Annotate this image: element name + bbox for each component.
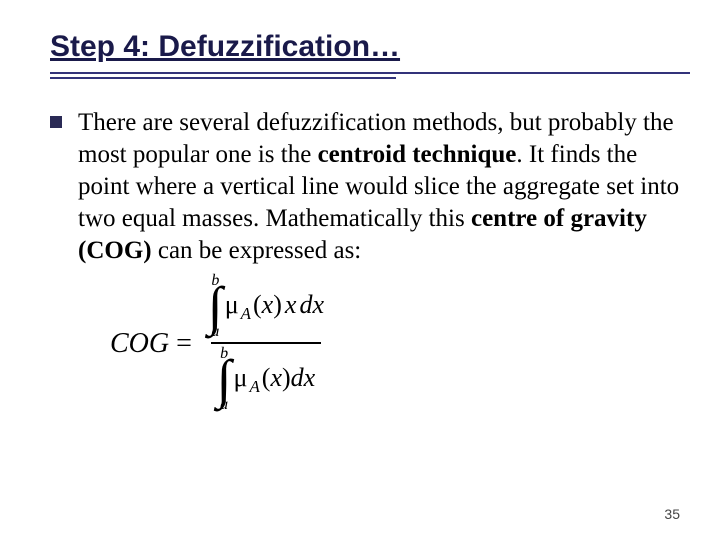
denominator-integral: b ∫ a μA(x)dx	[217, 346, 316, 413]
cog-formula: COG = b ∫ a μA(x)xdx	[110, 273, 690, 415]
rule-top	[50, 72, 690, 74]
rule-bottom	[50, 77, 396, 79]
sub-den: A	[247, 377, 261, 396]
lhs-text: COG	[110, 328, 169, 359]
x-num: x	[262, 290, 274, 319]
slide-title: Step 4: Defuzzification…	[50, 30, 690, 64]
lower-limit-num: a	[211, 324, 219, 340]
mu-num: μ	[225, 290, 239, 319]
dx-den: dx	[291, 363, 316, 392]
bold-term: centroid technique	[318, 141, 517, 168]
body-paragraph: There are several defuzzification method…	[78, 107, 690, 267]
page-number: 35	[664, 506, 680, 522]
slide-container: Step 4: Defuzzification… There are sever…	[0, 0, 720, 540]
numerator: b ∫ a μA(x)xdx	[202, 273, 330, 342]
numerator-integral: b ∫ a μA(x)xdx	[208, 273, 324, 340]
mu-den: μ	[233, 363, 247, 392]
fraction: b ∫ a μA(x)xdx b ∫ a	[202, 273, 330, 415]
title-rule	[50, 72, 690, 79]
integral-col: b ∫ a	[208, 273, 223, 340]
integral-col-den: b ∫ a	[217, 346, 232, 413]
equals-sign: =	[176, 328, 192, 359]
integral-icon: ∫	[208, 289, 223, 324]
sub-num: A	[239, 304, 253, 323]
x-den: x	[270, 363, 282, 392]
denominator: b ∫ a μA(x)dx	[211, 342, 322, 415]
integral-icon-den: ∫	[217, 362, 232, 397]
dx-num: dx	[299, 290, 324, 319]
integrand-den: μA(x)dx	[233, 363, 315, 397]
integrand-num: μA(x)xdx	[225, 290, 324, 324]
extra-x: x	[285, 290, 297, 319]
body-row: There are several defuzzification method…	[50, 107, 690, 267]
square-bullet-icon	[50, 116, 62, 128]
body-segment: can be expressed as:	[152, 237, 362, 264]
formula-lhs: COG =	[110, 328, 192, 360]
lower-limit-den: a	[220, 397, 228, 413]
